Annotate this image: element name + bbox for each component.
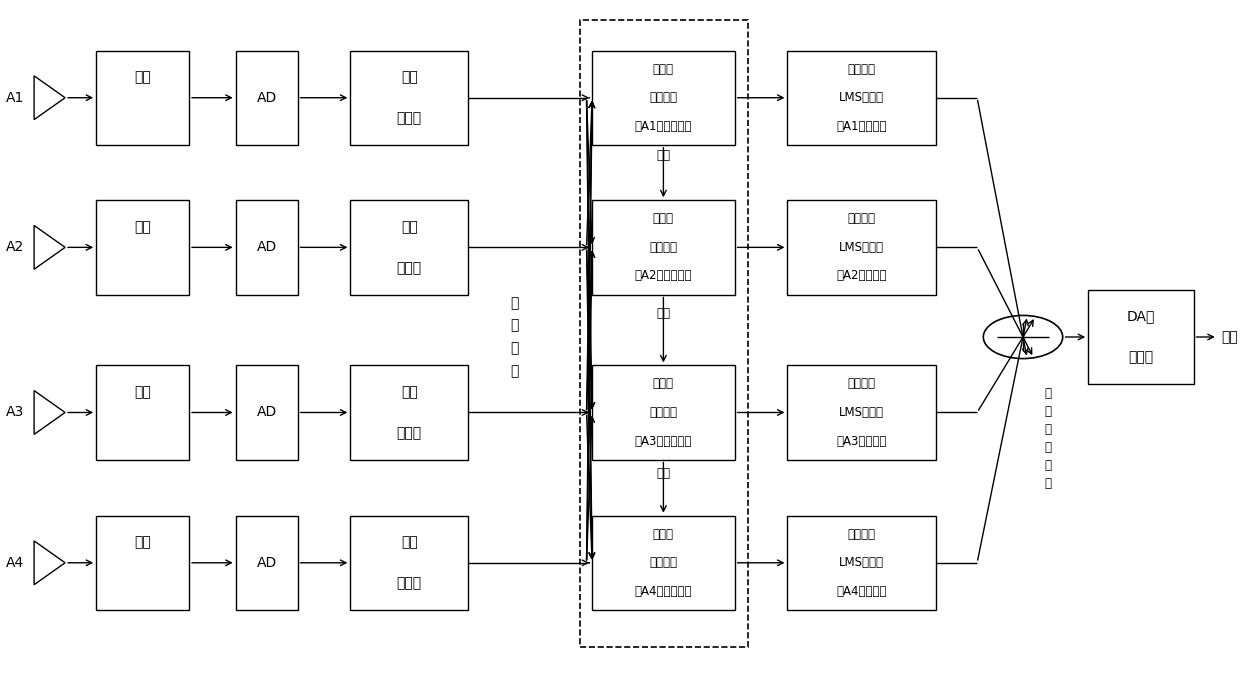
Text: 预处理: 预处理: [397, 261, 422, 275]
Bar: [593, 51, 734, 145]
Text: 信道: 信道: [134, 385, 151, 399]
Bar: [787, 365, 936, 460]
Bar: [236, 200, 298, 295]
Text: 虚拟阵列: 虚拟阵列: [650, 556, 677, 570]
Text: 复制: 复制: [656, 148, 671, 162]
Text: 空时二维: 空时二维: [848, 63, 875, 75]
Bar: [593, 516, 734, 610]
Text: （A2为主阵元）: （A2为主阵元）: [635, 270, 692, 282]
Polygon shape: [35, 391, 66, 434]
Bar: [351, 365, 469, 460]
Polygon shape: [35, 225, 66, 269]
Text: AD: AD: [257, 241, 277, 254]
Text: 阵
列
重
构: 阵 列 重 构: [511, 296, 518, 378]
Text: A3: A3: [6, 406, 25, 419]
Bar: [97, 365, 190, 460]
Text: AD: AD: [257, 91, 277, 104]
Text: 信道: 信道: [134, 70, 151, 84]
Text: 第一个: 第一个: [653, 63, 673, 75]
Text: （A1为主阵元）: （A1为主阵元）: [635, 120, 692, 133]
Text: 信道: 信道: [134, 220, 151, 234]
Bar: [97, 51, 190, 145]
Text: 数据: 数据: [401, 385, 418, 399]
Text: 第三个: 第三个: [653, 377, 673, 390]
Text: A2: A2: [6, 241, 25, 254]
Bar: [580, 20, 748, 647]
Text: 信道: 信道: [134, 535, 151, 549]
Text: 第四个: 第四个: [653, 528, 673, 541]
Text: （A3为主阵元）: （A3为主阵元）: [635, 435, 692, 448]
Text: （A3为参考）: （A3为参考）: [837, 435, 887, 448]
Bar: [593, 365, 734, 460]
Bar: [351, 200, 469, 295]
Text: 虚拟阵列: 虚拟阵列: [650, 241, 677, 254]
Text: DA及: DA及: [1127, 309, 1154, 324]
Text: 第二个: 第二个: [653, 212, 673, 225]
Text: 空时二维: 空时二维: [848, 212, 875, 225]
Bar: [97, 200, 190, 295]
Text: AD: AD: [257, 406, 277, 419]
Text: 空时二维: 空时二维: [848, 528, 875, 541]
Text: LMS抗干扰: LMS抗干扰: [839, 241, 884, 254]
Text: 复制: 复制: [656, 307, 671, 320]
Text: LMS抗干扰: LMS抗干扰: [839, 91, 884, 104]
Text: LMS抗干扰: LMS抗干扰: [839, 406, 884, 419]
Text: A4: A4: [6, 556, 25, 570]
Text: A1: A1: [6, 91, 25, 104]
Text: 虚拟阵列: 虚拟阵列: [650, 91, 677, 104]
Polygon shape: [35, 541, 66, 584]
Text: （A4为参考）: （A4为参考）: [837, 585, 887, 598]
Bar: [97, 516, 190, 610]
Text: 预处理: 预处理: [397, 576, 422, 590]
Bar: [351, 516, 469, 610]
Text: LMS抗干扰: LMS抗干扰: [839, 556, 884, 570]
Text: （A2为参考）: （A2为参考）: [837, 270, 887, 282]
Text: （A4为主阵元）: （A4为主阵元）: [635, 585, 692, 598]
Bar: [236, 365, 298, 460]
Text: 预处理: 预处理: [397, 111, 422, 125]
Text: 数据: 数据: [401, 220, 418, 234]
Bar: [236, 516, 298, 610]
Text: 上变频: 上变频: [1128, 350, 1153, 365]
Bar: [236, 51, 298, 145]
Bar: [351, 51, 469, 145]
Text: （A1为参考）: （A1为参考）: [837, 120, 887, 133]
Text: 二
次
波
束
合
成: 二 次 波 束 合 成: [1044, 387, 1052, 489]
Text: 虚拟阵列: 虚拟阵列: [650, 406, 677, 419]
Text: 空时二维: 空时二维: [848, 377, 875, 390]
Bar: [787, 51, 936, 145]
Text: 数据: 数据: [401, 535, 418, 549]
Bar: [787, 200, 936, 295]
Bar: [593, 200, 734, 295]
Text: 数据: 数据: [401, 70, 418, 84]
Polygon shape: [35, 76, 66, 120]
Bar: [1089, 290, 1193, 384]
Text: 输出: 输出: [1221, 330, 1239, 344]
Bar: [787, 516, 936, 610]
Text: 预处理: 预处理: [397, 426, 422, 440]
Text: AD: AD: [257, 556, 277, 570]
Text: 复制: 复制: [656, 467, 671, 481]
